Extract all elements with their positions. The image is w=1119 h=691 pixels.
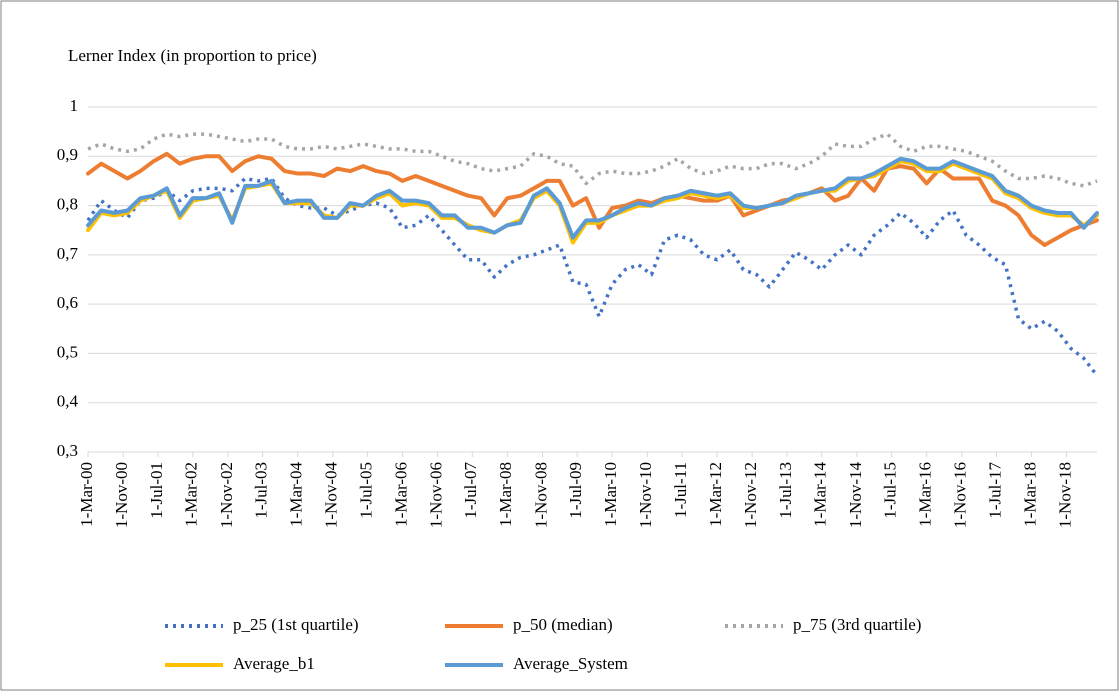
x-tick-label: 1-Mar-10 (601, 462, 620, 527)
y-tick-label: 0,7 (57, 244, 79, 263)
chart-title: Lerner Index (in proportion to price) (68, 46, 317, 65)
x-tick-label: 1-Nov-00 (112, 462, 131, 528)
x-tick-label: 1-Nov-02 (217, 462, 236, 528)
x-tick-label: 1-Mar-08 (496, 462, 515, 527)
legend-label: Average_b1 (233, 654, 315, 673)
x-tick-label: 1-Nov-16 (951, 462, 970, 528)
x-tick-label: 1-Jul-09 (566, 462, 585, 519)
legend-label: p_50 (median) (513, 615, 613, 634)
series-line (86, 176, 1099, 377)
x-tick-label: 1-Mar-06 (391, 462, 410, 527)
x-tick-label: 1-Nov-04 (322, 462, 341, 529)
x-tick-label: 1-Mar-02 (182, 462, 201, 527)
x-tick-label: 1-Mar-16 (916, 462, 935, 527)
x-tick-label: 1-Nov-06 (426, 462, 445, 528)
x-tick-label: 1-Jul-05 (356, 462, 375, 519)
x-tick-label: 1-Mar-12 (706, 462, 725, 527)
x-tick-label: 1-Nov-14 (846, 462, 865, 529)
x-tick-label: 1-Mar-18 (1020, 462, 1039, 527)
x-tick-label: 1-Mar-04 (287, 462, 306, 527)
legend-label: p_25 (1st quartile) (233, 615, 359, 634)
series-line (86, 156, 1099, 240)
x-tick-label: 1-Nov-12 (741, 462, 760, 528)
legend-label: p_75 (3rd quartile) (793, 615, 921, 634)
y-tick-label: 0,8 (57, 194, 78, 213)
x-tick-label: 1-Jul-13 (776, 462, 795, 519)
series-line (86, 151, 1099, 247)
x-tick-label: 1-Nov-10 (636, 462, 655, 528)
y-tick-label: 0,4 (57, 392, 79, 411)
x-tick-label: 1-Nov-18 (1055, 462, 1074, 528)
x-tick-label: 1-Jul-07 (461, 462, 480, 519)
x-tick-label: 1-Jul-01 (147, 462, 166, 519)
x-tick-label: 1-Jul-17 (985, 462, 1004, 519)
y-tick-label: 0,5 (57, 342, 78, 361)
legend-label: Average_System (513, 654, 628, 673)
x-tick-label: 1-Mar-14 (811, 462, 830, 527)
y-tick-label: 0,9 (57, 145, 78, 164)
series-line (87, 132, 1098, 188)
y-tick-label: 1 (70, 96, 79, 115)
x-tick-label: 1-Jul-11 (671, 462, 690, 518)
y-tick-label: 0,6 (57, 293, 78, 312)
x-tick-label: 1-Mar-00 (77, 462, 96, 527)
x-tick-label: 1-Nov-08 (531, 462, 550, 528)
y-tick-label: 0,3 (57, 441, 78, 460)
x-tick-label: 1-Jul-03 (252, 462, 271, 519)
x-tick-label: 1-Jul-15 (881, 462, 900, 519)
